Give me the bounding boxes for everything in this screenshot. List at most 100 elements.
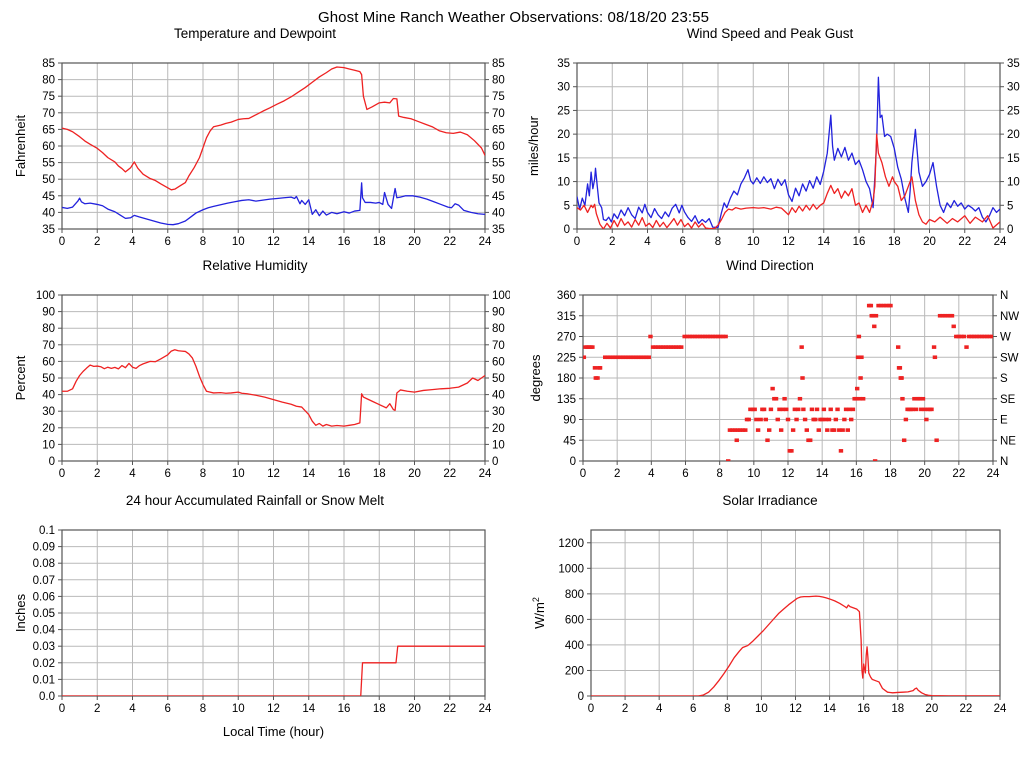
svg-text:55: 55: [492, 158, 505, 170]
svg-text:0: 0: [580, 468, 586, 480]
svg-text:18: 18: [891, 703, 904, 715]
panel-solar: Solar Irradiance 0 200 400 600 800 1000 1200 0 2…: [513, 493, 1027, 743]
svg-text:30: 30: [557, 82, 570, 94]
svg-text:0.04: 0.04: [33, 625, 56, 637]
svg-text:N: N: [1000, 290, 1008, 302]
svg-text:15: 15: [557, 153, 570, 165]
svg-text:4: 4: [129, 703, 136, 715]
svg-text:0: 0: [492, 456, 498, 468]
svg-text:6: 6: [690, 703, 696, 715]
svg-text:40: 40: [492, 390, 505, 402]
svg-text:4: 4: [648, 468, 655, 480]
charts-grid: Temperature and Dewpoint 35 35 40 40 45 45 50 5…: [0, 26, 1027, 748]
svg-text:60: 60: [42, 141, 55, 153]
svg-text:10: 10: [232, 468, 245, 480]
svg-text:0.07: 0.07: [33, 575, 55, 587]
svg-text:45: 45: [42, 191, 55, 203]
svg-text:30: 30: [42, 406, 55, 418]
svg-text:225: 225: [557, 352, 576, 364]
page-title: Ghost Mine Ranch Weather Observations: 0…: [317, 9, 710, 26]
svg-text:W: W: [1000, 332, 1011, 344]
svg-text:50: 50: [42, 373, 55, 385]
svg-text:10: 10: [492, 439, 505, 451]
svg-text:0.08: 0.08: [33, 558, 55, 570]
chart-rainfall[interactable]: 0.0 0.01 0.02 0.03 0.04 0.05 0.06 0.07 0.08 0.09 0…: [0, 508, 510, 747]
svg-text:Percent: Percent: [13, 355, 28, 400]
svg-text:10: 10: [755, 703, 768, 715]
svg-text:14: 14: [302, 468, 315, 480]
svg-text:35: 35: [492, 224, 505, 236]
svg-text:35: 35: [557, 58, 570, 70]
svg-text:6: 6: [680, 236, 686, 248]
svg-text:24: 24: [479, 236, 492, 248]
svg-text:18: 18: [373, 236, 386, 248]
svg-text:65: 65: [492, 124, 505, 136]
panel-title-temperature: Temperature and Dewpoint: [173, 26, 337, 41]
svg-text:2: 2: [614, 468, 620, 480]
svg-text:80: 80: [42, 75, 55, 87]
svg-text:4: 4: [656, 703, 663, 715]
svg-text:0: 0: [1007, 224, 1013, 236]
svg-text:22: 22: [960, 703, 973, 715]
svg-text:2: 2: [94, 468, 100, 480]
svg-text:0: 0: [574, 236, 580, 248]
svg-text:W/m2: W/m2: [531, 597, 547, 629]
svg-text:30: 30: [1007, 82, 1020, 94]
svg-text:1200: 1200: [558, 538, 584, 550]
svg-text:20: 20: [408, 468, 421, 480]
chart-humidity[interactable]: 0 0 10 10 20 20 30 30 40 40 50 50 60 60 70 70 80 80 90 90 10…: [0, 273, 510, 488]
svg-text:SW: SW: [1000, 352, 1019, 364]
svg-text:10: 10: [232, 703, 245, 715]
svg-text:4: 4: [644, 236, 651, 248]
svg-text:16: 16: [853, 236, 866, 248]
svg-text:N: N: [1000, 456, 1008, 468]
svg-text:6: 6: [165, 468, 171, 480]
svg-text:0: 0: [49, 456, 55, 468]
svg-text:14: 14: [817, 236, 830, 248]
svg-text:0: 0: [59, 468, 65, 480]
panel-wind-direction: Wind Direction 0 N 45 NE 90 E 135 SE 180 S 225 SW 27…: [513, 258, 1027, 498]
chart-temperature[interactable]: 35 35 40 40 45 45 50 50 55 55 60 60 65 65 70 70 75 75 80 80…: [0, 41, 510, 256]
svg-text:80: 80: [492, 75, 505, 87]
svg-text:0.02: 0.02: [33, 658, 55, 670]
svg-text:18: 18: [888, 236, 901, 248]
panel-title-humidity: Relative Humidity: [202, 258, 308, 273]
svg-text:2: 2: [622, 703, 628, 715]
svg-text:75: 75: [42, 91, 55, 103]
svg-text:85: 85: [42, 58, 55, 70]
panel-wind-speed: Wind Speed and Peak Gust 0 0 5 5 10 10 15 15 20 2…: [513, 26, 1027, 266]
svg-text:8: 8: [200, 468, 206, 480]
svg-text:Fahrenheit: Fahrenheit: [13, 115, 28, 178]
svg-text:270: 270: [557, 332, 576, 344]
svg-text:0: 0: [59, 703, 65, 715]
svg-text:0: 0: [564, 224, 570, 236]
svg-text:100: 100: [492, 290, 510, 302]
svg-text:40: 40: [42, 390, 55, 402]
svg-text:30: 30: [492, 406, 505, 418]
svg-text:18: 18: [373, 468, 386, 480]
chart-wind-speed[interactable]: 0 0 5 5 10 10 15 15 20 20 25 25 30 30 35 35 0 2 4 6 8 10 12 14 1…: [513, 41, 1027, 256]
svg-text:5: 5: [564, 200, 570, 212]
svg-text:16: 16: [338, 468, 351, 480]
svg-text:90: 90: [492, 307, 505, 319]
svg-text:6: 6: [165, 236, 171, 248]
svg-text:20: 20: [492, 423, 505, 435]
svg-text:Local Time (hour): Local Time (hour): [223, 724, 324, 739]
svg-text:12: 12: [267, 236, 280, 248]
svg-text:75: 75: [492, 91, 505, 103]
svg-text:NE: NE: [1000, 435, 1016, 447]
svg-text:22: 22: [443, 236, 456, 248]
svg-text:14: 14: [823, 703, 836, 715]
svg-text:315: 315: [557, 311, 576, 323]
svg-text:2: 2: [609, 236, 615, 248]
chart-wind-direction[interactable]: 0 N 45 NE 90 E 135 SE 180 S 225 SW 270 W 315 NW 360 N 0 2 4 6…: [513, 273, 1027, 488]
svg-text:200: 200: [565, 665, 584, 677]
svg-text:10: 10: [747, 468, 760, 480]
svg-text:20: 20: [557, 129, 570, 141]
svg-text:45: 45: [492, 191, 505, 203]
svg-text:2: 2: [94, 703, 100, 715]
svg-text:10: 10: [557, 177, 570, 189]
svg-text:10: 10: [747, 236, 760, 248]
chart-solar[interactable]: 0 200 400 600 800 1000 1200 0 2 4 6 8 10 12 14 16 18 20 22…: [513, 508, 1027, 723]
svg-text:8: 8: [715, 236, 721, 248]
